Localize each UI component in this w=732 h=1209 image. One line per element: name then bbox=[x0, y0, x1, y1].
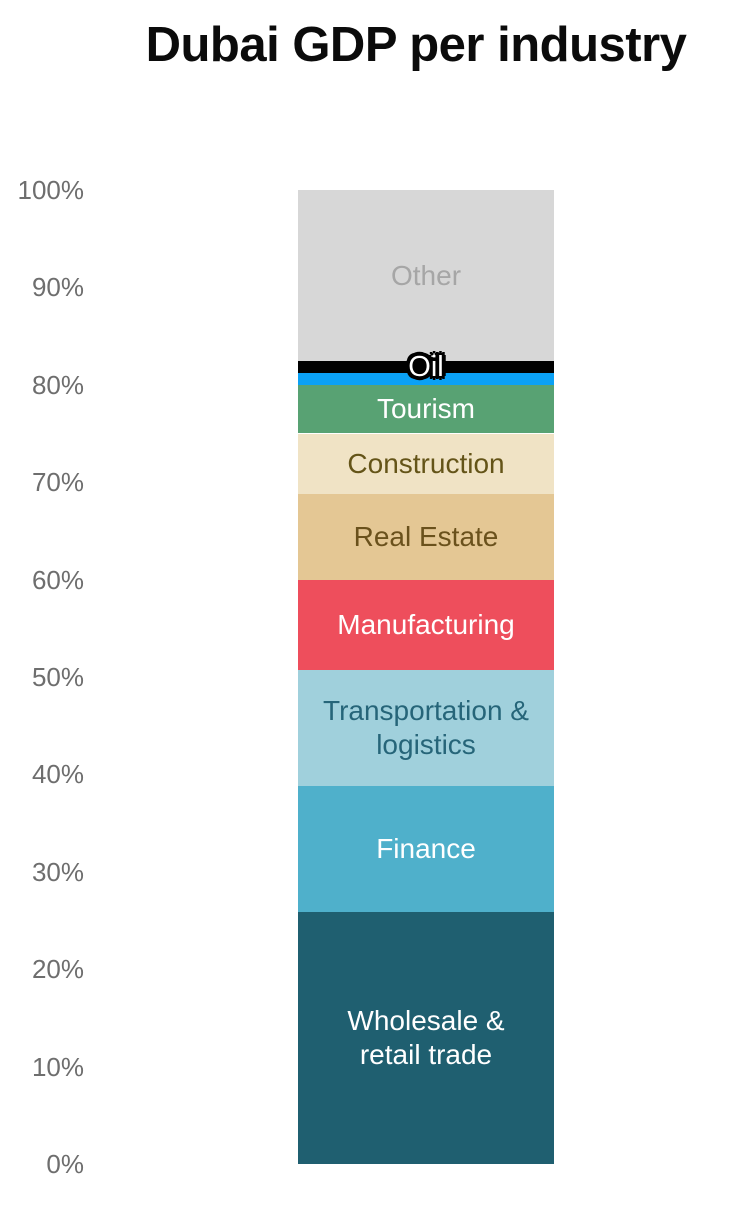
y-axis-tick-label: 0% bbox=[46, 1149, 84, 1179]
y-axis-tick-label: 80% bbox=[31, 369, 84, 400]
y-axis-tick-label: 70% bbox=[31, 467, 84, 498]
segment-label-line: Wholesale & bbox=[347, 1004, 505, 1036]
bar-segment-transportation-logistics: Transportation & logistics bbox=[298, 670, 554, 787]
y-axis-tick-label: 10% bbox=[31, 1051, 84, 1082]
bar-segment-oil bbox=[298, 373, 554, 385]
bar-segment-label-oil: Oil bbox=[408, 351, 444, 384]
segment-label-line: Transportation & bbox=[323, 695, 529, 727]
bar-segment-real-estate: Real Estate bbox=[298, 493, 554, 580]
chart-title: Dubai GDP per industry bbox=[145, 18, 687, 72]
bar-segment-tourism: Tourism bbox=[298, 384, 554, 434]
y-axis-tick-label: 40% bbox=[31, 759, 84, 790]
segment-label-line: retail trade bbox=[359, 1038, 493, 1070]
y-axis-tick-label: 60% bbox=[31, 564, 84, 595]
y-axis-tick-label: 90% bbox=[31, 272, 84, 303]
y-axis-tick-label: 30% bbox=[31, 856, 84, 887]
y-axis-tick-label: 20% bbox=[31, 954, 84, 985]
bar-segment-oil-marker-line bbox=[298, 361, 554, 374]
segment-label-line: Manufacturing bbox=[337, 608, 515, 640]
segment-label-line: logistics bbox=[376, 729, 476, 761]
segment-label-line: Finance bbox=[376, 832, 476, 864]
segment-label-line: Real Estate bbox=[353, 520, 499, 552]
bar-segment-other: Other bbox=[298, 190, 554, 362]
bar-segment-wholesale-retail-trade: Wholesale & retail trade bbox=[298, 911, 554, 1164]
bar-segment-finance: Finance bbox=[298, 786, 554, 912]
bar-segment-construction: Construction bbox=[298, 433, 554, 494]
segment-label-line: Other bbox=[390, 259, 462, 291]
bar-segment-manufacturing: Manufacturing bbox=[298, 579, 554, 671]
y-axis-tick-label: 50% bbox=[31, 662, 84, 692]
y-axis-tick-label: 100% bbox=[17, 175, 85, 205]
segment-label-line: Construction bbox=[347, 447, 505, 479]
segment-label-line: Tourism bbox=[376, 393, 475, 425]
